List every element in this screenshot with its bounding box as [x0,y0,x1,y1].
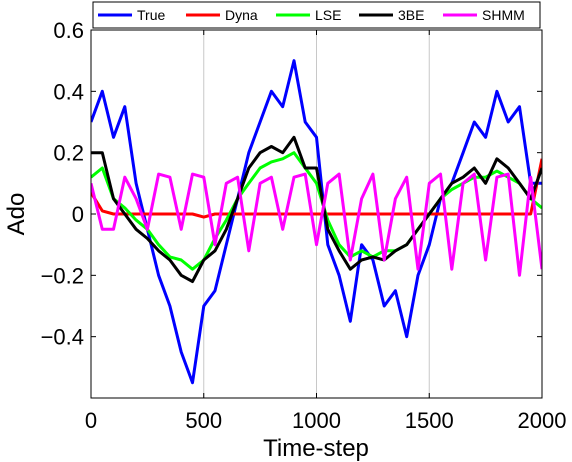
x-tick-label: 1000 [292,408,341,433]
legend-label: 3BE [398,7,424,23]
x-tick-label: 1500 [405,408,454,433]
x-tick-label: 2000 [518,408,567,433]
y-tick-label: 0.2 [53,141,84,166]
series-line-3be [91,135,542,283]
y-tick-label: 0 [72,202,84,227]
y-tick-label: 0.4 [53,79,84,104]
series-line-shmm [91,172,542,277]
axis-ticks [90,29,543,398]
x-tick-label: 0 [85,408,97,433]
series-line-dyna [91,158,542,219]
legend-label: LSE [315,7,341,23]
y-axis-title: Ado [3,193,30,236]
y-tick-label: −0.2 [41,263,84,288]
series-line-true [91,59,542,385]
legend: True Dyna LSE 3BE SHMM [92,1,541,29]
x-axis-title: Time-step [263,435,369,462]
y-tick-label: −0.4 [41,325,84,350]
x-tick-label: 500 [185,408,222,433]
y-tick-label: 0.6 [53,18,84,43]
legend-label: SHMM [482,7,525,23]
tick-labels: 0 500 1000 1500 2000 −0.4 −0.2 0 0.2 0.4 0.6 [41,18,567,433]
series-lines [91,59,542,385]
legend-label: True [137,7,165,23]
legend-label: Dyna [225,7,258,23]
